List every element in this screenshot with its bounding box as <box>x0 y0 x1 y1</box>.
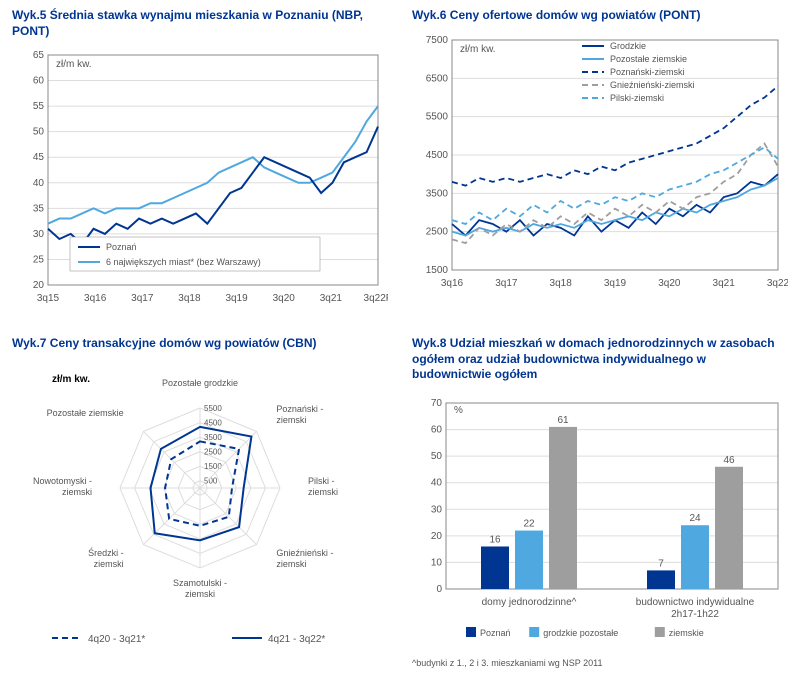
chart8-panel: Wyk.8 Udział mieszkań w domach jednorodz… <box>400 328 800 676</box>
svg-text:3q21: 3q21 <box>713 278 736 289</box>
svg-text:Pozostałe grodzkie: Pozostałe grodzkie <box>162 378 238 388</box>
svg-text:1500: 1500 <box>426 265 449 276</box>
svg-text:7: 7 <box>658 558 664 569</box>
svg-text:60: 60 <box>431 425 443 436</box>
svg-text:ziemski: ziemski <box>276 415 306 425</box>
svg-text:domy jednorodzinne^: domy jednorodzinne^ <box>482 597 577 608</box>
svg-text:%: % <box>454 405 463 416</box>
svg-text:70: 70 <box>431 398 443 409</box>
svg-text:7500: 7500 <box>426 35 449 46</box>
svg-text:ziemski: ziemski <box>185 589 215 599</box>
svg-text:2h17-1h22: 2h17-1h22 <box>671 609 719 620</box>
chart6-svg: 1500 2500 3500 4500 5500 6500 7500 3q16 3q17 3q18… <box>412 30 788 300</box>
svg-text:4500: 4500 <box>426 150 449 161</box>
svg-text:55: 55 <box>33 101 45 112</box>
svg-text:50: 50 <box>33 127 45 138</box>
svg-text:Pozostałe ziemskie: Pozostałe ziemskie <box>47 408 124 418</box>
svg-text:3q19: 3q19 <box>225 293 248 304</box>
svg-text:35: 35 <box>33 204 45 215</box>
svg-text:30: 30 <box>33 229 45 240</box>
svg-text:46: 46 <box>723 455 735 466</box>
svg-text:3q17: 3q17 <box>495 278 518 289</box>
chart6-panel: Wyk.6 Ceny ofertowe domów wg powiatów (P… <box>400 0 800 328</box>
svg-text:22: 22 <box>523 519 535 530</box>
svg-text:3500: 3500 <box>426 188 449 199</box>
svg-text:61: 61 <box>557 415 569 426</box>
chart8-svg: 0 10 20 30 40 50 60 70% 16 22 61 domy jednorodzinne… <box>412 389 788 649</box>
chart8-footnote: ^budynki z 1., 2 i 3. mieszkaniami wg NS… <box>412 658 788 668</box>
svg-text:Grodzkie: Grodzkie <box>610 41 646 51</box>
svg-text:Szamotulski -: Szamotulski - <box>173 578 227 588</box>
svg-text:16: 16 <box>489 534 501 545</box>
chart8-title: Wyk.8 Udział mieszkań w domach jednorodz… <box>412 336 788 383</box>
svg-text:ziemski: ziemski <box>308 487 338 497</box>
svg-text:3q18: 3q18 <box>178 293 201 304</box>
chart5-svg: 20 25 30 35 40 45 50 55 60 65 3q15 3q16 3q17 3q18 3q19… <box>12 45 388 315</box>
chart5-panel: Wyk.5 Średnia stawka wynajmu mieszkania … <box>0 0 400 328</box>
svg-text:ziemski: ziemski <box>276 559 306 569</box>
svg-text:budownictwo indywidualne: budownictwo indywidualne <box>636 597 755 608</box>
svg-text:1500: 1500 <box>204 462 222 471</box>
svg-text:3q15: 3q15 <box>37 293 60 304</box>
svg-text:10: 10 <box>431 557 443 568</box>
svg-text:Gnieźnieński -: Gnieźnieński - <box>276 548 333 558</box>
svg-text:zł/m kw.: zł/m kw. <box>460 44 496 55</box>
svg-text:Średzki -: Średzki - <box>88 547 124 558</box>
svg-text:20: 20 <box>431 531 443 542</box>
svg-text:3q20: 3q20 <box>273 293 296 304</box>
svg-text:3q20: 3q20 <box>658 278 681 289</box>
svg-text:zł/m kw.: zł/m kw. <box>52 374 90 385</box>
svg-text:3500: 3500 <box>204 433 222 442</box>
svg-text:Poznański-ziemski: Poznański-ziemski <box>610 67 685 77</box>
svg-text:Pozostałe ziemskie: Pozostałe ziemskie <box>610 54 687 64</box>
svg-text:ziemski: ziemski <box>62 487 92 497</box>
svg-text:4500: 4500 <box>204 418 222 427</box>
svg-text:5500: 5500 <box>426 111 449 122</box>
svg-text:2500: 2500 <box>426 226 449 237</box>
svg-text:60: 60 <box>33 76 45 87</box>
svg-text:3q22: 3q22 <box>767 278 788 289</box>
svg-text:6500: 6500 <box>426 73 449 84</box>
chart6-title: Wyk.6 Ceny ofertowe domów wg powiatów (P… <box>412 8 788 24</box>
svg-text:5500: 5500 <box>204 404 222 413</box>
svg-text:3q16: 3q16 <box>441 278 464 289</box>
svg-text:20: 20 <box>33 280 45 291</box>
svg-text:3q22P: 3q22P <box>364 293 388 304</box>
svg-text:zł/m kw.: zł/m kw. <box>56 59 92 70</box>
chart7-title: Wyk.7 Ceny transakcyjne domów wg powiató… <box>12 336 388 352</box>
svg-text:0: 0 <box>436 584 442 595</box>
svg-text:Pilski-ziemski: Pilski-ziemski <box>610 93 664 103</box>
svg-text:Poznański -: Poznański - <box>276 404 323 414</box>
svg-text:Gnieźnieński-ziemski: Gnieźnieński-ziemski <box>610 80 695 90</box>
svg-text:30: 30 <box>431 504 443 515</box>
svg-text:24: 24 <box>689 513 701 524</box>
svg-text:6 największych miast* (bez War: 6 największych miast* (bez Warszawy) <box>106 257 261 267</box>
svg-text:3q16: 3q16 <box>84 293 107 304</box>
svg-text:Poznań: Poznań <box>106 242 137 252</box>
svg-text:ziemskie: ziemskie <box>669 628 704 638</box>
svg-text:50: 50 <box>431 451 443 462</box>
svg-text:65: 65 <box>33 50 45 61</box>
svg-text:3q21: 3q21 <box>320 293 343 304</box>
svg-text:Poznań: Poznań <box>480 628 511 638</box>
chart7-panel: Wyk.7 Ceny transakcyjne domów wg powiató… <box>0 328 400 676</box>
svg-text:40: 40 <box>33 178 45 189</box>
svg-text:grodzkie pozostałe: grodzkie pozostałe <box>543 628 618 638</box>
svg-text:4q21 - 3q22*: 4q21 - 3q22* <box>268 634 325 645</box>
svg-text:25: 25 <box>33 255 45 266</box>
svg-text:ziemski: ziemski <box>94 559 124 569</box>
svg-text:3q18: 3q18 <box>550 278 573 289</box>
svg-text:3q19: 3q19 <box>604 278 627 289</box>
svg-text:45: 45 <box>33 152 45 163</box>
svg-text:40: 40 <box>431 478 443 489</box>
chart7-svg: zł/m kw.50015002500350045005500Pozostałe… <box>12 358 388 658</box>
svg-text:Pilski -: Pilski - <box>308 476 335 486</box>
chart5-title: Wyk.5 Średnia stawka wynajmu mieszkania … <box>12 8 388 39</box>
svg-text:3q17: 3q17 <box>131 293 154 304</box>
svg-text:4q20 - 3q21*: 4q20 - 3q21* <box>88 634 145 645</box>
svg-text:Nowotomyski -: Nowotomyski - <box>33 476 92 486</box>
svg-text:2500: 2500 <box>204 447 222 456</box>
